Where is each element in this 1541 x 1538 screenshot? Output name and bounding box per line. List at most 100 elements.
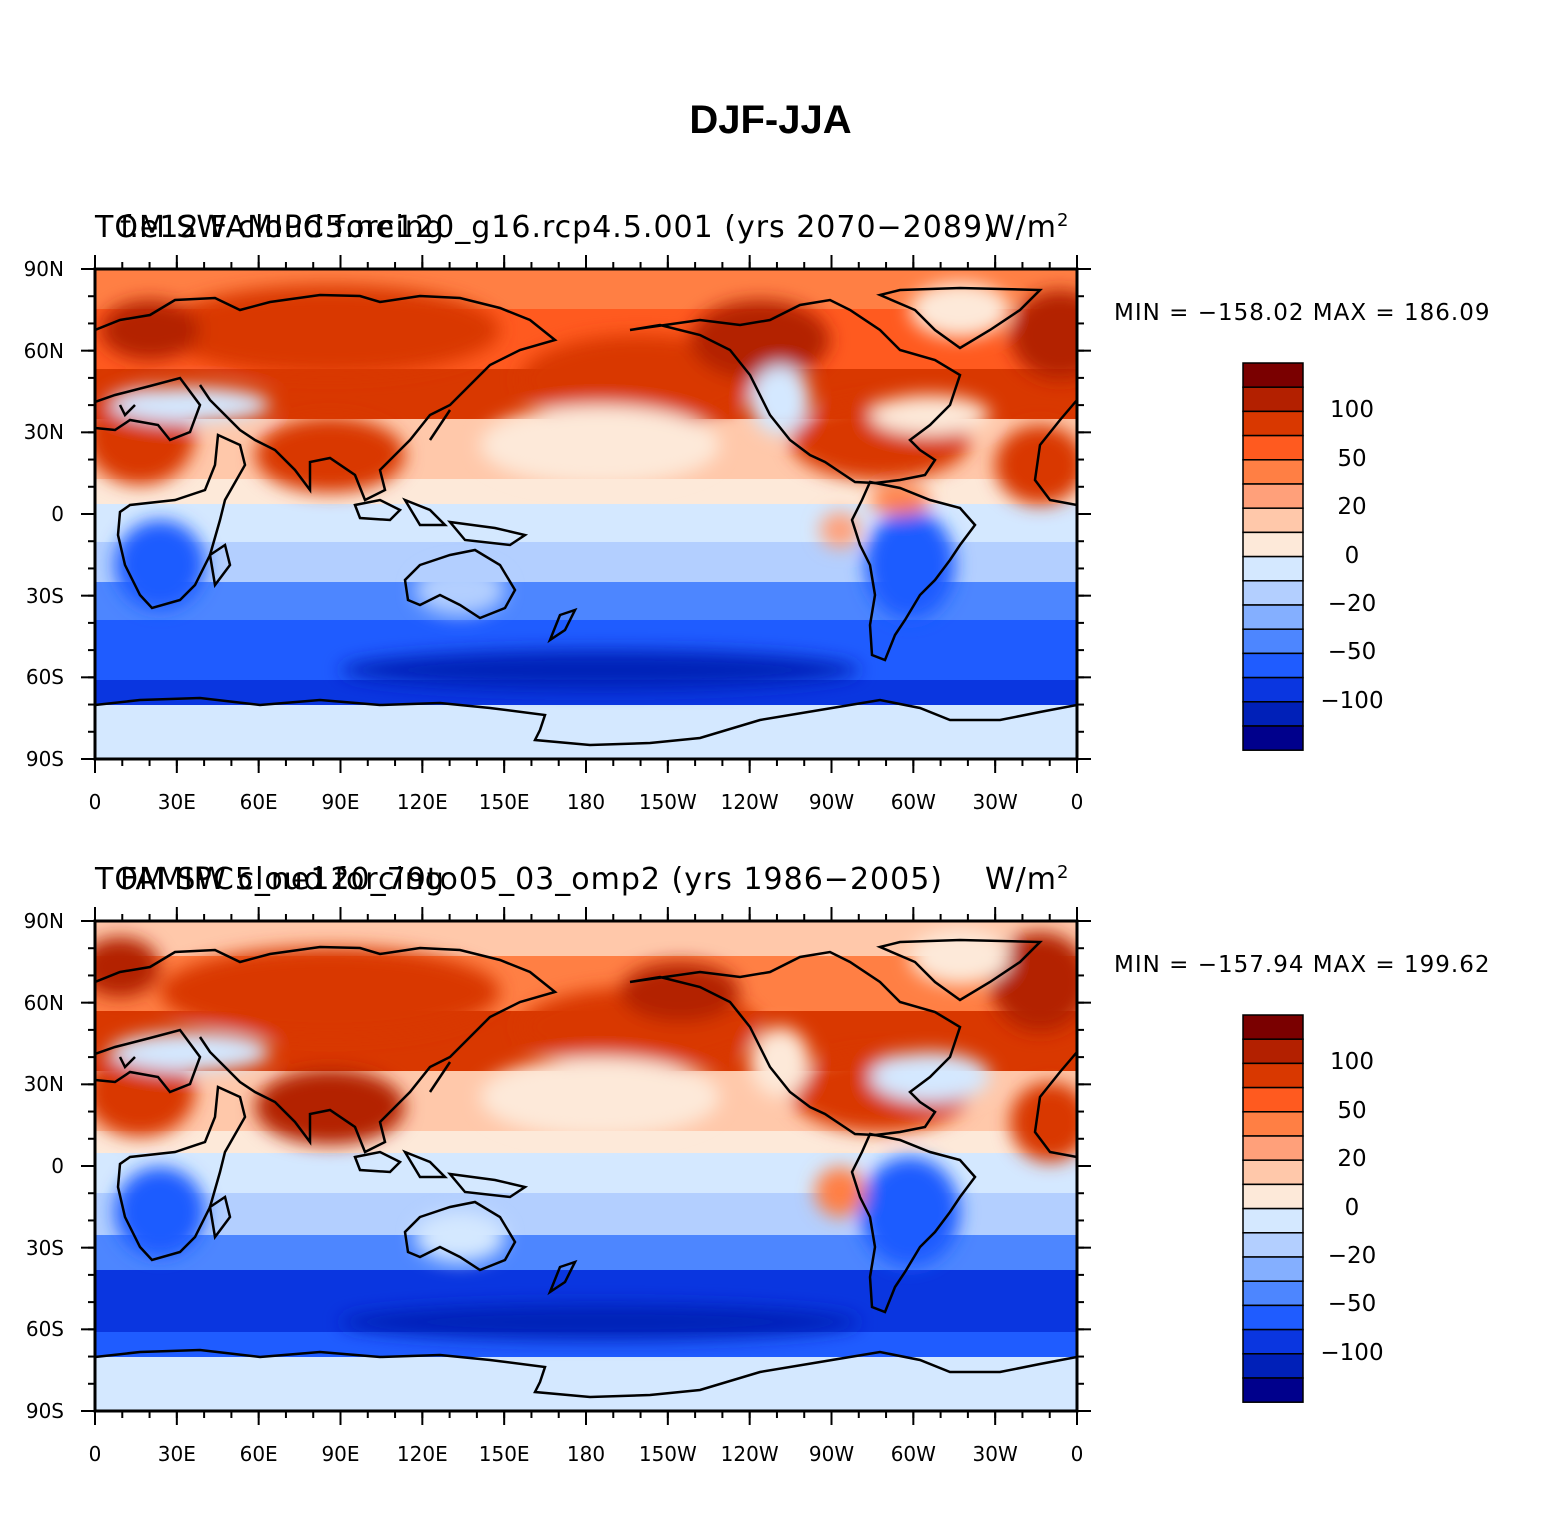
axis-ticks-bottom xyxy=(81,907,1091,1425)
x-tick-label: 150E xyxy=(478,1442,530,1466)
header-case: FAMIPC5_ne120_79to05_03_omp2 (yrs 1986−2… xyxy=(120,862,943,897)
colorbar-swatch xyxy=(1242,1207,1304,1234)
colorbar-swatch xyxy=(1242,580,1304,606)
min-max-label: MIN = −157.94 MAX = 199.62 xyxy=(1114,952,1491,978)
x-tick-label: 30E xyxy=(157,790,196,814)
x-tick-label: 60E xyxy=(239,790,278,814)
colorbar-label: −20 xyxy=(1327,1243,1377,1269)
x-tick-label: 0 xyxy=(88,1442,102,1466)
y-tick-label: 0 xyxy=(51,502,64,526)
x-tick-label: 60E xyxy=(239,1442,278,1466)
colorbar-bottom xyxy=(1242,1014,1304,1403)
x-tick-label: 180 xyxy=(566,1442,606,1466)
map-field-bottom xyxy=(95,921,1077,1411)
colorbar-swatch xyxy=(1242,1014,1304,1040)
coastlines-top xyxy=(95,286,1077,747)
x-tick-label: 30E xyxy=(157,1442,196,1466)
colorbar-swatch xyxy=(1242,701,1304,727)
y-tick-label: 60N xyxy=(23,338,64,363)
y-tick-label: 90N xyxy=(23,909,64,933)
colorbar-swatch xyxy=(1242,628,1304,655)
colorbar-swatch xyxy=(1242,1038,1304,1065)
colorbar-swatch xyxy=(1242,555,1304,582)
colorbar-label: 50 xyxy=(1337,445,1367,472)
x-tick-label: 90E xyxy=(321,1442,360,1466)
colorbar-label: 50 xyxy=(1337,1097,1367,1124)
colorbar-swatch xyxy=(1242,1304,1304,1331)
colorbar-swatch xyxy=(1242,362,1304,388)
panel-top: TOM SW cloud forcing f.e12.FAMIPC5.ne120… xyxy=(0,200,1541,820)
colorbar-swatch xyxy=(1242,1353,1304,1379)
colorbar-swatch xyxy=(1242,1232,1304,1258)
x-tick-label: 60W xyxy=(890,1442,936,1466)
x-tick-label: 30W xyxy=(972,1442,1018,1466)
y-tick-label: 30N xyxy=(23,1072,64,1097)
x-tick-label: 90W xyxy=(808,1442,855,1466)
y-tick-label: 90S xyxy=(25,747,64,771)
colorbar-swatch xyxy=(1242,1256,1304,1282)
y-tick-label: 30S xyxy=(25,583,64,608)
map-panel-bottom xyxy=(81,907,1304,1425)
colorbar-swatch xyxy=(1242,459,1304,485)
colorbar-swatch xyxy=(1242,1280,1304,1307)
header-variable: TOM SW cloud forcing xyxy=(95,210,445,245)
y-tick-label: 0 xyxy=(51,1154,64,1178)
x-tick-label: 60W xyxy=(890,790,936,814)
axis-ticks-top xyxy=(81,255,1091,773)
colorbar-swatch xyxy=(1242,1183,1304,1210)
colorbar-swatch xyxy=(1242,1111,1304,1137)
x-tick-label: 150W xyxy=(638,790,697,814)
colorbar-label: −50 xyxy=(1327,639,1377,666)
x-tick-label: 150W xyxy=(638,1442,697,1466)
colorbar-swatch xyxy=(1242,1062,1304,1089)
colorbar-label: 100 xyxy=(1330,1049,1374,1076)
header-units: W/m2 xyxy=(985,862,1070,897)
colorbar-swatch xyxy=(1242,434,1304,461)
panel-bottom: TOM SW cloud forcing FAMIPC5_ne120_79to0… xyxy=(0,852,1541,1472)
x-tick-label: 150E xyxy=(478,790,530,814)
colorbar-swatch xyxy=(1242,386,1304,413)
colorbar-swatch xyxy=(1242,1377,1304,1403)
colorbar-swatch xyxy=(1242,531,1304,558)
header-units: W/m2 xyxy=(985,210,1070,245)
y-tick-label: 90N xyxy=(23,257,64,281)
header-variable: TOM SW cloud forcing xyxy=(95,862,445,897)
x-tick-label: 0 xyxy=(1070,1442,1084,1466)
y-tick-label: 60S xyxy=(25,665,64,690)
map-panel-top xyxy=(81,255,1304,773)
min-max-label: MIN = −158.02 MAX = 186.09 xyxy=(1114,300,1491,326)
coastlines-bottom xyxy=(95,938,1077,1399)
x-tick-label: 30W xyxy=(972,790,1018,814)
x-tick-label: 120W xyxy=(720,790,779,814)
y-tick-label: 30N xyxy=(23,420,64,445)
colorbar-label: −100 xyxy=(1320,1339,1384,1366)
x-tick-label: 0 xyxy=(1070,790,1084,814)
y-tick-label: 60S xyxy=(25,1317,64,1342)
colorbar-swatch xyxy=(1242,1328,1304,1355)
x-tick-label: 120W xyxy=(720,1442,779,1466)
colorbar-label: 0 xyxy=(1344,1194,1360,1221)
colorbar-swatch xyxy=(1242,652,1304,679)
colorbar-label: 0 xyxy=(1344,542,1360,569)
colorbar-swatch xyxy=(1242,604,1304,630)
colorbar-label: 20 xyxy=(1337,494,1367,521)
colorbar-swatch xyxy=(1242,725,1304,751)
colorbar-top xyxy=(1242,362,1304,751)
colorbar-swatch xyxy=(1242,1086,1304,1113)
colorbar-swatch xyxy=(1242,483,1304,509)
colorbar-label: 20 xyxy=(1337,1146,1367,1173)
colorbar-label: −20 xyxy=(1327,591,1377,617)
y-tick-label: 60N xyxy=(23,990,64,1015)
colorbar-swatch xyxy=(1242,1135,1304,1161)
colorbar-swatch xyxy=(1242,676,1304,703)
colorbar-label: 100 xyxy=(1330,397,1374,424)
x-tick-label: 120E xyxy=(396,790,448,814)
x-tick-label: 180 xyxy=(566,790,606,814)
figure-title: DJF-JJA xyxy=(689,98,852,142)
y-tick-label: 30S xyxy=(25,1235,64,1260)
colorbar-swatch xyxy=(1242,410,1304,437)
colorbar-label: −50 xyxy=(1327,1291,1377,1318)
colorbar-swatch xyxy=(1242,1159,1304,1186)
y-tick-label: 90S xyxy=(25,1399,64,1423)
header-case: f.e12.FAMIPC5.ne120_g16.rcp4.5.001 (yrs … xyxy=(120,210,996,245)
